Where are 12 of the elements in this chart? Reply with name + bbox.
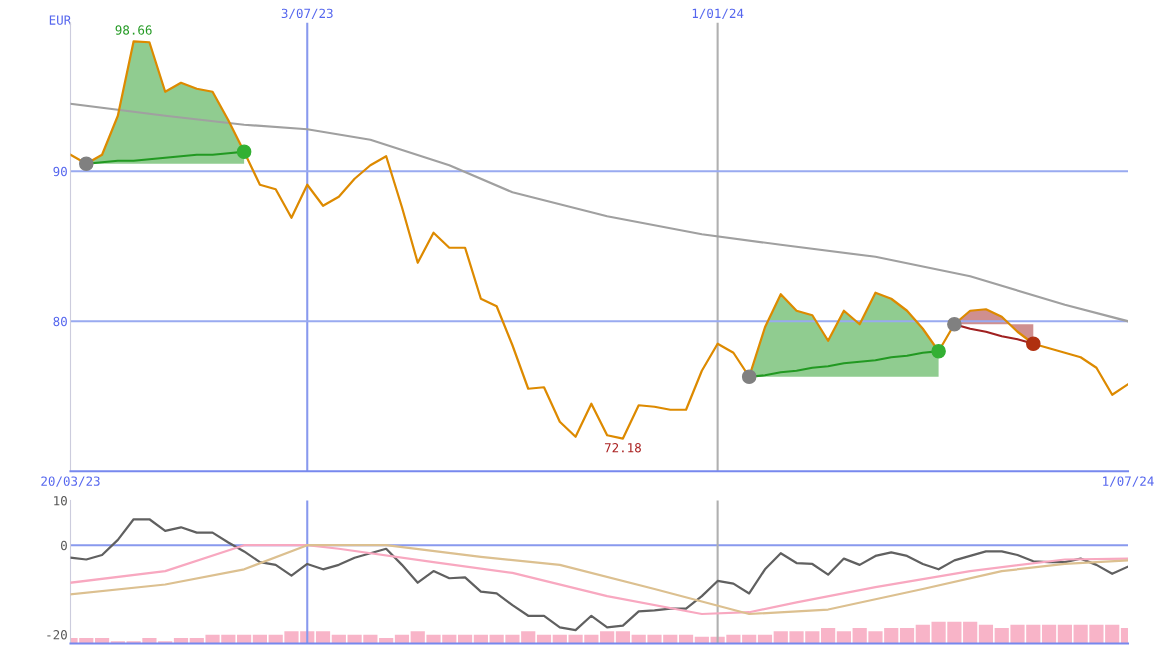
annotation: 72.18 bbox=[604, 443, 641, 453]
annotation: 98.66 bbox=[115, 25, 152, 35]
y-tick-label: 10 bbox=[54, 496, 67, 506]
x-tick-label: 20/03/23 bbox=[41, 476, 100, 487]
ref-line-label: 3/07/23 bbox=[281, 8, 333, 20]
y-tick-label: 90 bbox=[53, 166, 67, 177]
ref-line-label: 1/01/24 bbox=[692, 8, 744, 20]
y-tick-label: 80 bbox=[53, 316, 67, 327]
y-axis-title: EUR bbox=[49, 15, 72, 25]
y-tick-label: -20 bbox=[47, 630, 67, 640]
x-tick-label: 1/07/24 bbox=[1103, 476, 1154, 487]
y-tick-label: 0 bbox=[61, 540, 67, 551]
